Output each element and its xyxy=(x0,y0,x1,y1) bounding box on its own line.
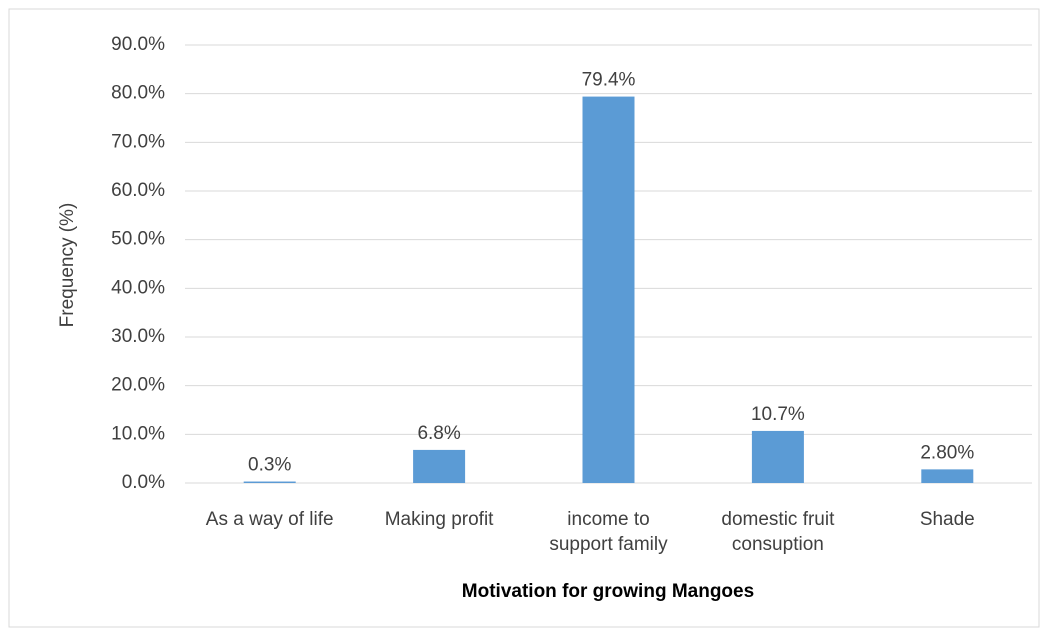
data-label: 6.8% xyxy=(417,423,460,444)
y-tick-label: 30.0% xyxy=(111,326,165,347)
y-tick-label: 10.0% xyxy=(111,423,165,444)
data-label: 2.80% xyxy=(920,442,974,463)
y-tick-label: 20.0% xyxy=(111,375,165,396)
data-label: 79.4% xyxy=(582,70,636,91)
bar xyxy=(921,469,974,483)
data-label: 10.7% xyxy=(751,404,805,425)
bar xyxy=(751,430,804,483)
chart-border xyxy=(8,8,1040,628)
bar xyxy=(582,96,635,483)
y-tick-label: 70.0% xyxy=(111,131,165,152)
data-label: 0.3% xyxy=(248,455,291,476)
y-tick-label: 0.0% xyxy=(122,472,165,493)
x-tick-label: income to support family xyxy=(549,509,668,555)
x-tick-label: Making profit xyxy=(384,509,494,530)
y-tick-label: 90.0% xyxy=(111,34,165,55)
y-tick-label: 60.0% xyxy=(111,180,165,201)
y-tick-label: 40.0% xyxy=(111,277,165,298)
y-tick-label: 80.0% xyxy=(111,83,165,104)
x-tick-label: domestic fruit consuption xyxy=(721,509,835,555)
bar xyxy=(243,481,296,483)
x-axis-title: Motivation for growing Mangoes xyxy=(462,581,754,602)
y-tick-label: 50.0% xyxy=(111,229,165,250)
y-axis-title: Frequency (%) xyxy=(57,203,78,328)
x-tick-label: As a way of life xyxy=(205,509,334,530)
x-tick-label: Shade xyxy=(919,509,975,530)
bar xyxy=(413,449,466,483)
